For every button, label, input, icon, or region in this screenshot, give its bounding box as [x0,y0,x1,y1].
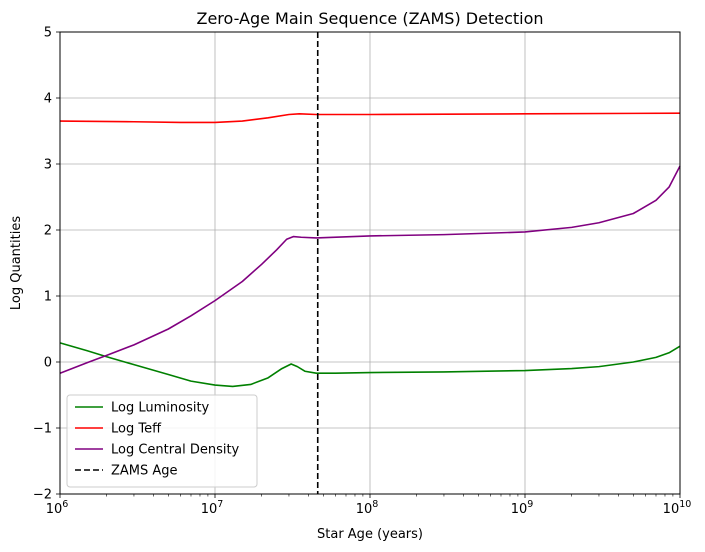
y-tick-label: 1 [44,290,52,305]
y-tick-label: 2 [44,224,52,239]
legend: Log Luminosity Log Teff Log Central Densit… [66,394,258,488]
y-tick-label: 0 [44,356,52,371]
x-axis-label: Star Age (years) [317,527,423,542]
legend-label: ZAMS Age [111,464,178,479]
series-line-1 [59,112,681,124]
y-axis-label: Log Quantities [9,216,24,310]
series-line-2 [59,165,681,374]
y-tick-label: 4 [44,92,52,107]
legend-label: Log Teff [111,422,162,437]
y-tick-label: −1 [33,422,52,437]
legend-label: Log Central Density [111,443,240,458]
chart-title: Zero-Age Main Sequence (ZAMS) Detection [196,9,543,28]
y-tick-label: 5 [44,26,52,41]
series-line-0 [59,342,681,388]
series-layer [59,32,681,494]
legend-label: Log Luminosity [111,401,210,416]
legend-box [66,394,258,488]
y-tick-label: −2 [33,488,52,503]
y-tick-label: 3 [44,158,52,173]
